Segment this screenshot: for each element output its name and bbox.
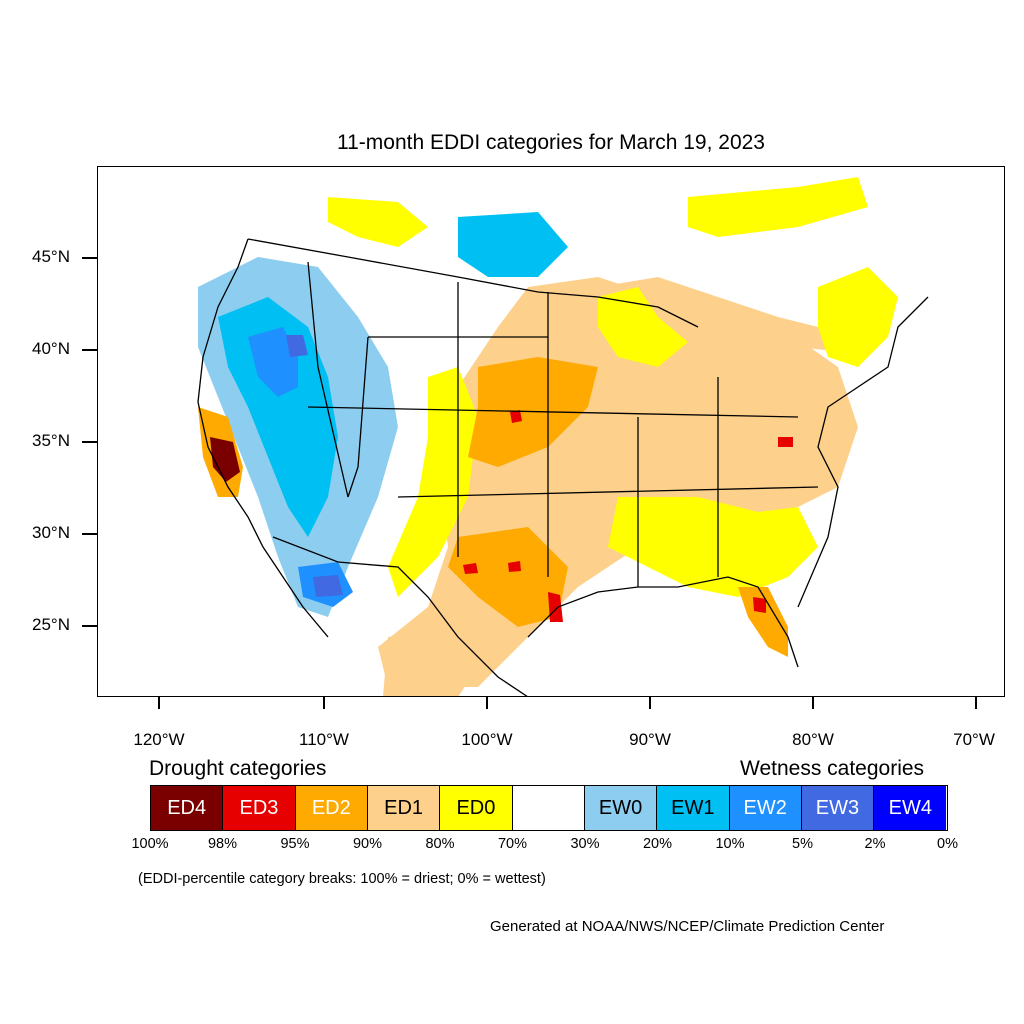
lon-tick-100 [486,697,488,709]
ed3-spot-nebraska [510,410,522,423]
legend-cell-neutral [512,786,585,830]
lat-tick-40 [82,349,97,351]
lat-tick-25 [82,625,97,627]
gulf-coast [527,576,799,668]
ew3-sonora [313,575,343,597]
ed3-spot-texas-3 [548,592,563,622]
legend-cell-ew0: EW0 [584,786,658,830]
ed0-southeast [608,497,818,597]
ed0-canada [688,177,868,237]
lat-tick-45 [82,257,97,259]
category-note: (EDDI-percentile category breaks: 100% =… [138,871,546,887]
legend-break-label: 70% [497,836,528,852]
legend-cell-ed3: ED3 [223,786,296,830]
ed0-plains [388,367,478,597]
lon-label-120: 120°W [133,730,185,749]
lon-tick-90 [649,697,651,709]
ed0-montana [328,197,428,247]
state-line-7 [397,486,819,498]
state-line-2 [347,336,369,498]
lat-tick-35 [82,441,97,443]
eddi-map [197,177,929,696]
west-coast [197,238,329,638]
lon-label-90: 90°W [629,730,671,749]
legend-colorbar: ED4 ED3 ED2 ED1 ED0 EW0 EW1 EW2 EW3 EW4 [150,785,948,831]
us-mexico-border [272,536,528,696]
drought-heading: Drought categories [149,757,327,780]
legend-break-label: 90% [352,836,383,852]
legend-break-label: 30% [570,836,600,852]
lat-label-45: 45°N [32,247,70,266]
ed1-northeast [598,277,843,352]
map-title: 11-month EDDI categories for March 19, 2… [337,131,765,154]
east-coast [797,296,929,608]
legend-cell-ew3: EW3 [801,786,875,830]
wetness-heading: Wetness categories [740,757,925,780]
legend-cell-ew4: EW4 [874,786,947,830]
state-line-1 [307,261,349,498]
ew1-minnesota [458,212,568,277]
legend-break-label: 100% [131,836,169,852]
lon-label-110: 110°W [299,730,349,749]
ed2-texas [448,527,568,627]
ed3-spot-florida [753,597,766,613]
legend-cell-ed1: ED1 [367,786,441,830]
legend-break-label: 98% [207,836,238,852]
us-canada-border [247,238,699,328]
lon-tick-80 [812,697,814,709]
ed0-northeast [818,267,898,367]
legend-break-label: 2% [864,836,886,852]
lon-tick-120 [158,697,160,709]
lon-label-70: 70°W [953,730,995,749]
legend-cell-ew2: EW2 [729,786,802,830]
ew2-west [248,327,298,397]
lat-tick-30 [82,533,97,535]
legend-break-label: 5% [792,836,813,852]
lon-tick-110 [323,697,325,709]
ed3-spot-texas-2 [508,561,521,572]
lat-label-35: 35°N [32,431,70,450]
lon-label-80: 80°W [792,730,834,749]
ed2-florida [738,587,788,657]
lon-label-100: 100°W [461,730,513,749]
lat-label-40: 40°N [32,339,70,358]
legend-break-label: 10% [715,836,745,852]
ew1-west [218,297,338,537]
ed4-california [210,437,240,482]
lat-label-30: 30°N [32,523,70,542]
map-panel [97,166,1005,697]
legend-cell-ed2: ED2 [295,786,368,830]
category-shading [198,177,898,696]
ed1-mexico [383,627,478,696]
ed3-spot-virginia [778,437,793,447]
state-line-6 [307,406,799,418]
legend-cell-ew1: EW1 [657,786,730,830]
ed3-spot-texas-1 [463,563,478,574]
lon-tick-70 [975,697,977,709]
legend-cell-ed0: ED0 [440,786,513,830]
ew3-idaho [286,335,308,357]
legend-break-label: 20% [642,836,673,852]
credit-line: Generated at NOAA/NWS/NCEP/Climate Predi… [490,918,885,935]
legend-cell-ed4: ED4 [151,786,224,830]
ed0-great-lakes [598,287,688,367]
lat-label-25: 25°N [32,615,70,634]
legend-break-label: 0% [937,836,958,852]
legend-break-label: 95% [280,836,310,852]
legend-break-label: 80% [425,836,455,852]
boundaries [197,238,929,696]
